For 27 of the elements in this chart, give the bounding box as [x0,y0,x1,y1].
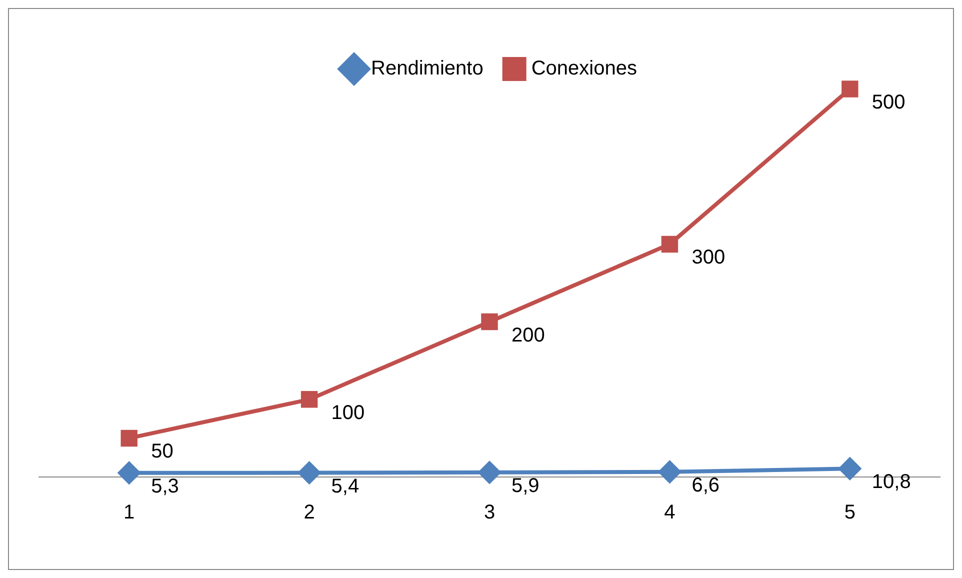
point [481,313,498,330]
data-label: 5,4 [331,475,360,498]
point [478,461,500,484]
x-tick-label: 2 [304,502,315,524]
data-label: 500 [872,92,906,114]
data-label: 300 [692,246,726,269]
point [661,236,678,253]
x-tick-label: 3 [484,502,496,524]
data-label: 100 [331,402,365,424]
data-label: 10,8 [872,471,911,494]
point [298,462,320,484]
data-label: 6,6 [692,474,720,496]
point [838,458,861,480]
data-label: 5,3 [151,475,179,498]
data-label: 5,9 [512,474,540,497]
point [658,460,681,483]
data-label: 50 [151,440,174,463]
x-tick-label: 4 [664,502,676,524]
legend-label: Conexiones [531,58,637,80]
x-tick-label: 5 [844,502,856,524]
legend-label: Rendimiento [371,58,484,80]
point [300,391,318,408]
data-label: 200 [512,324,545,346]
point [842,80,858,98]
point [120,430,138,447]
point [118,462,140,484]
x-tick-label: 1 [124,502,135,524]
